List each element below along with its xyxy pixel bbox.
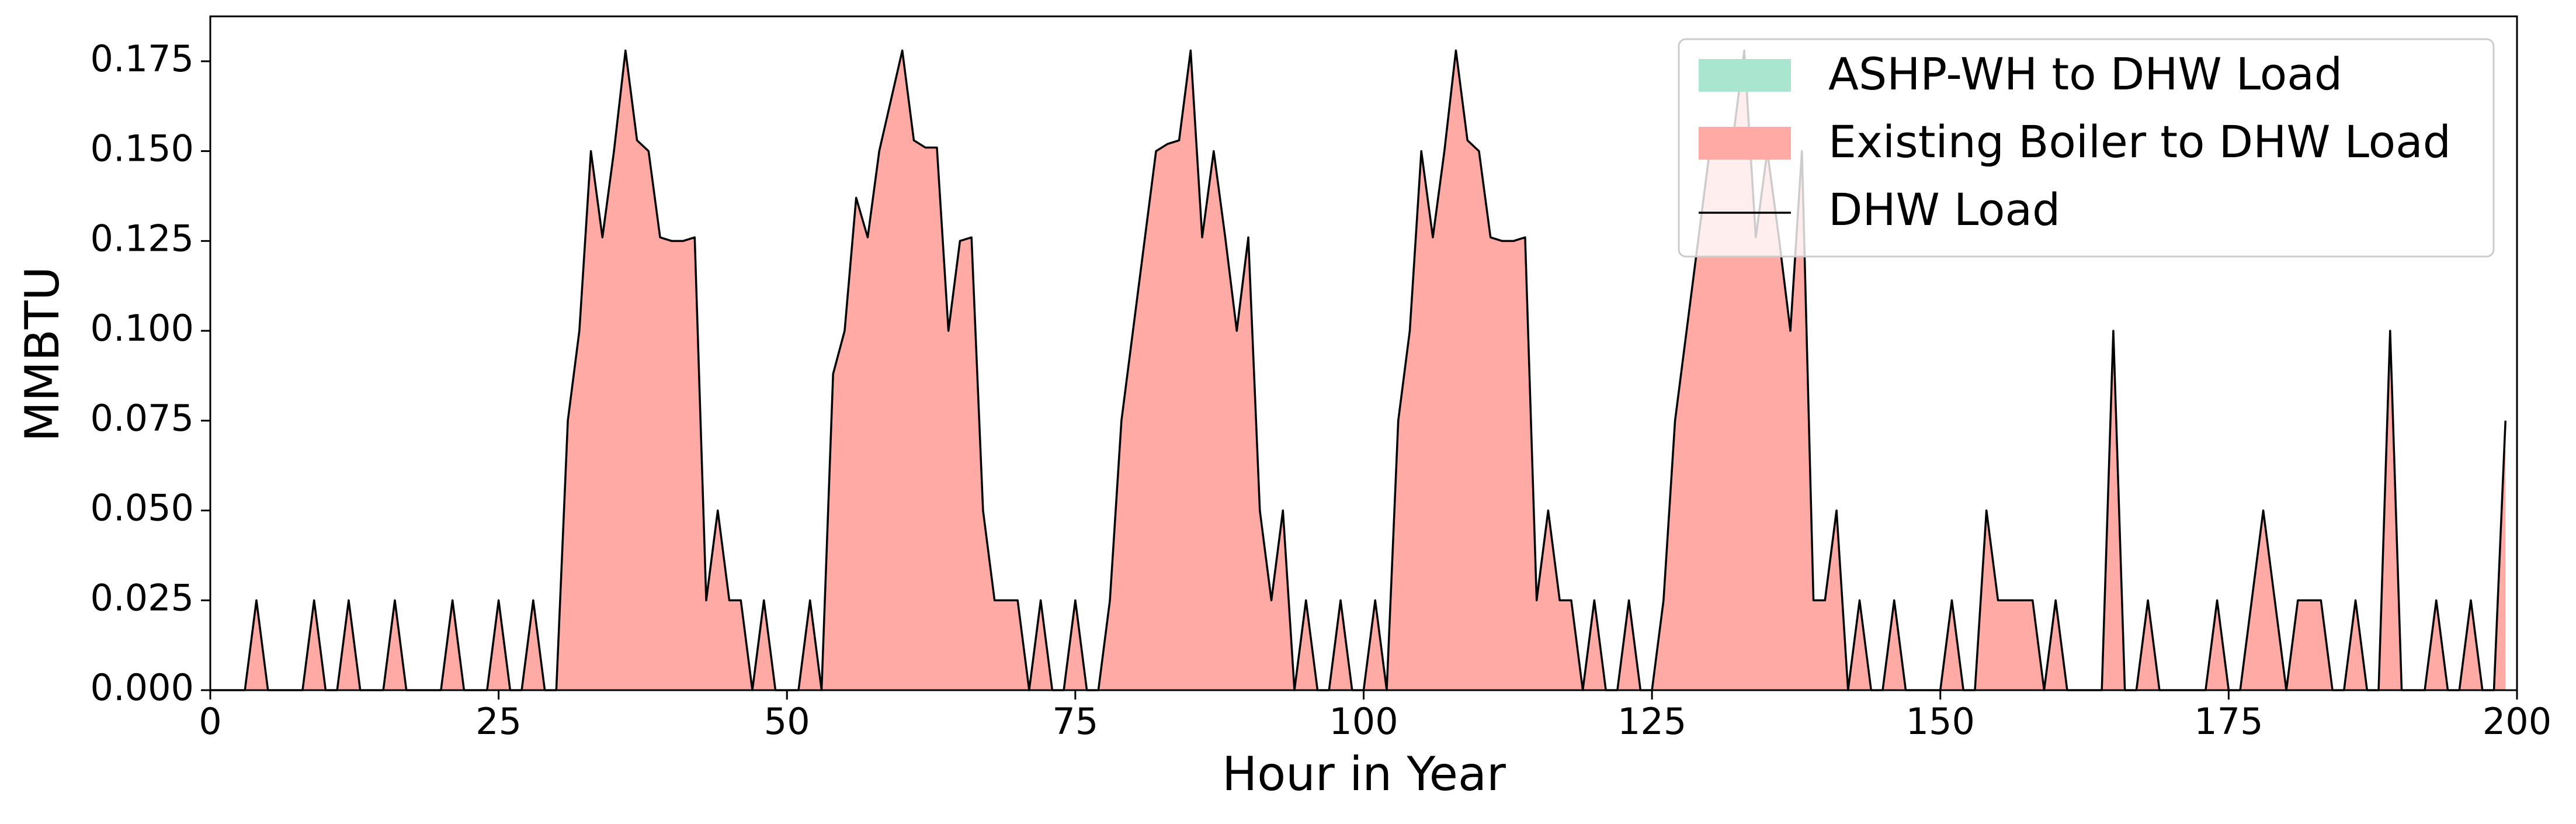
- x-tick-label: 75: [1052, 700, 1098, 743]
- legend-box: [1678, 38, 2495, 258]
- area: [210, 50, 2506, 690]
- y-tick-label: 0.025: [91, 576, 195, 619]
- x-axis-label: Hour in Year: [1222, 747, 1506, 801]
- x-tick-label: 175: [2194, 700, 2263, 743]
- y-tick-label: 0.125: [91, 217, 195, 259]
- y-axis-label: MMBTU: [15, 266, 70, 442]
- y-tick-label: 0.175: [91, 37, 195, 80]
- y-tick-label: 0.100: [91, 307, 195, 349]
- x-tick-label: 200: [2483, 700, 2551, 743]
- y-tick-label: 0.075: [91, 397, 195, 439]
- y-tick-label: 0.050: [91, 487, 195, 529]
- x-tick-label: 150: [1906, 700, 1975, 743]
- y-tick-label: 0.150: [91, 127, 195, 170]
- x-tick-label: 125: [1617, 700, 1686, 743]
- x-tick-label: 100: [1329, 700, 1398, 743]
- y-tick-label: 0.000: [91, 666, 195, 709]
- legend-label: ASHP-WH to DHW Load: [1828, 48, 2342, 100]
- legend-label: Existing Boiler to DHW Load: [1828, 116, 2451, 168]
- legend: ASHP-WH to DHW Load Existing Boiler to DH…: [1678, 38, 2495, 258]
- legend-label: DHW Load: [1828, 184, 2060, 236]
- legend-swatch: [1699, 127, 1791, 160]
- legend-swatch: [1699, 59, 1791, 92]
- x-tick-label: 0: [199, 700, 221, 743]
- x-tick-label: 25: [475, 700, 522, 743]
- x-tick-label: 50: [764, 700, 810, 743]
